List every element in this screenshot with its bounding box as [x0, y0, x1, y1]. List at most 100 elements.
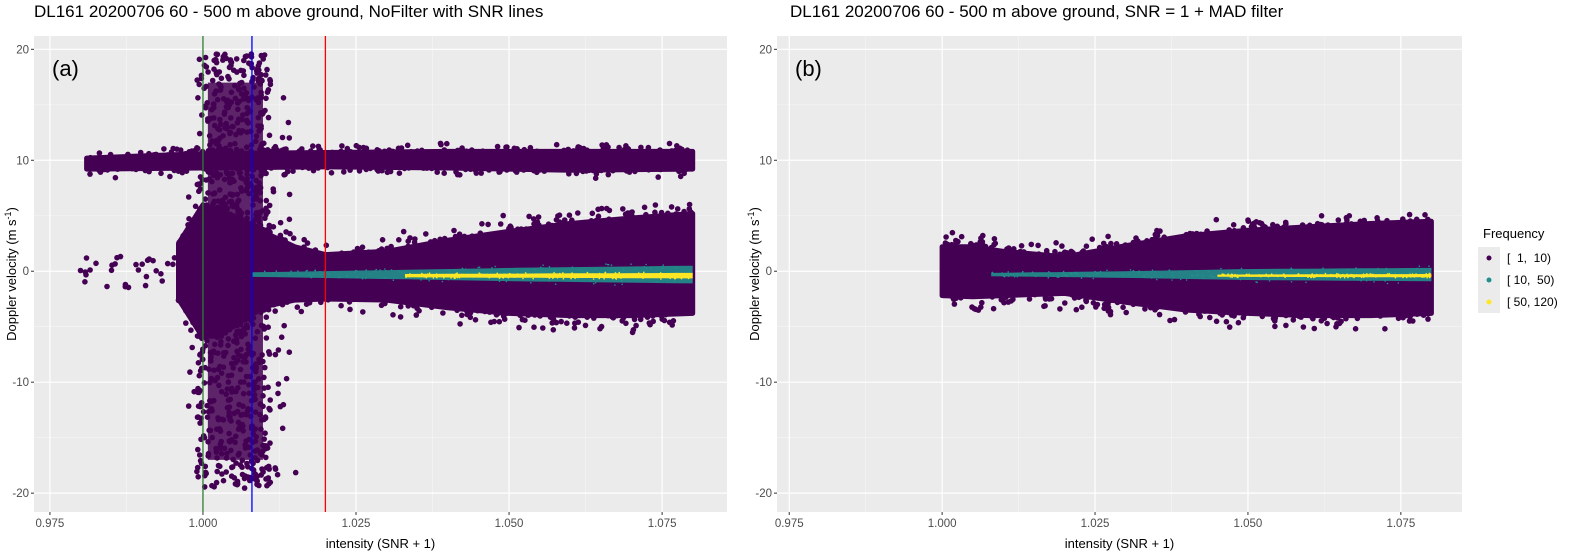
data-point-band-10 [281, 172, 287, 178]
x-axis-label: intensity (SNR + 1) [326, 536, 435, 551]
data-point-yellow-band [1423, 276, 1425, 278]
data-point-teal-band [288, 273, 290, 275]
data-point-yellow-band [1226, 275, 1229, 277]
data-point-band-10 [600, 147, 607, 153]
data-point-yellow-band [1326, 275, 1328, 278]
data-point-teal-band [1122, 274, 1125, 276]
data-point-yellow-band [571, 276, 573, 278]
data-point-yellow-band [450, 277, 452, 279]
data-point-yellow-band [478, 272, 481, 275]
data-point-band-10 [338, 148, 344, 155]
data-point-yellow-band [586, 271, 589, 274]
data-point-yellow-band [548, 277, 551, 279]
data-point-column-outlier [239, 464, 245, 471]
data-point-band-10 [381, 148, 388, 155]
data-point-yellow-band [1340, 275, 1343, 278]
data-point-yellow-band [680, 275, 683, 278]
data-point-teal-band [1428, 265, 1430, 268]
data-point-band-10 [129, 165, 136, 172]
data-point-column [283, 229, 289, 235]
data-point-main-cluster [1274, 223, 1281, 230]
data-point-yellow-band [634, 274, 637, 277]
data-point-teal-band [346, 275, 348, 277]
data-point-main-cluster [1420, 312, 1427, 319]
data-point-column-outlier [192, 273, 199, 280]
data-point-teal-band [1360, 280, 1362, 282]
data-point-yellow-band [668, 273, 671, 276]
data-point-column [213, 70, 220, 76]
data-point-teal-band [1171, 274, 1174, 277]
data-point-teal-band [278, 274, 280, 277]
data-point-main-cluster [647, 321, 653, 328]
data-point-column [194, 293, 200, 300]
data-point-band-10 [438, 141, 444, 148]
data-point-main-cluster [536, 222, 542, 228]
data-point-column-outlier [187, 369, 193, 375]
data-point-yellow-band [1324, 275, 1326, 277]
data-point-main-cluster [1120, 304, 1126, 311]
data-point-column [262, 430, 268, 437]
data-point-band-10 [645, 167, 652, 173]
data-point-band-10 [520, 167, 527, 173]
data-point-teal-band [1064, 274, 1066, 276]
data-point-main-cluster [1018, 243, 1025, 249]
data-point-main-cluster [496, 310, 502, 316]
data-point-yellow-band [1343, 276, 1346, 279]
data-point-band-10 [408, 148, 414, 155]
data-point-main-cluster [1377, 313, 1384, 319]
data-point-teal-band [1322, 267, 1324, 270]
data-point-column [267, 397, 274, 403]
data-point-yellow-band [1310, 276, 1312, 279]
data-point-band-10 [480, 148, 486, 154]
data-point-band-10 [684, 147, 691, 153]
data-point-yellow-band [1304, 274, 1306, 277]
data-point-band-10 [339, 143, 345, 149]
data-point-main-cluster [575, 210, 581, 216]
data-point-main-cluster [1142, 306, 1148, 312]
data-point-main-cluster [1299, 222, 1306, 228]
data-point-yellow-band [587, 273, 590, 276]
data-point-column [266, 222, 273, 229]
data-point-main-cluster [1144, 238, 1150, 244]
data-point-teal-band [1052, 275, 1054, 277]
data-point-yellow-band [507, 276, 510, 279]
data-point-yellow-band [1363, 276, 1365, 279]
data-point-main-cluster [531, 324, 537, 331]
data-point-yellow-band [1237, 276, 1239, 278]
data-point-main-cluster [1183, 231, 1190, 238]
data-point-teal-band [542, 267, 544, 269]
data-point-main-cluster [588, 218, 595, 224]
data-point-column [262, 414, 269, 420]
data-point-band-10 [454, 171, 461, 178]
y-tick-label: 10 [16, 155, 29, 167]
data-point-band-10 [463, 148, 470, 154]
data-point-main-cluster [306, 300, 313, 306]
data-point-outlier [133, 261, 139, 268]
data-point-band-10 [360, 144, 367, 151]
data-point-teal-band [1047, 276, 1050, 279]
data-point-yellow-band [660, 278, 662, 280]
data-point-column-outlier [207, 115, 214, 122]
data-point-column [242, 53, 249, 60]
data-point-yellow-band [660, 275, 663, 277]
data-point-column [202, 54, 209, 61]
data-point-main-cluster [1382, 326, 1388, 332]
data-point-main-cluster [1079, 304, 1085, 311]
data-point-band-10 [623, 143, 629, 149]
data-point-yellow-band [1426, 277, 1428, 279]
data-point-yellow-band [553, 272, 555, 274]
data-point-band-10 [375, 168, 382, 174]
data-point-yellow-band [1258, 274, 1260, 276]
data-point-yellow-band [1411, 273, 1414, 276]
data-point-teal-band [1355, 267, 1357, 269]
data-point-main-cluster [620, 206, 626, 212]
data-point-yellow-band [428, 272, 431, 275]
data-point-yellow-band [1353, 274, 1355, 277]
data-point-column-outlier [280, 95, 287, 101]
data-point-band-10 [434, 169, 441, 175]
data-point-main-cluster [1334, 315, 1341, 321]
data-point-band-10 [367, 165, 374, 172]
data-point-main-cluster [668, 204, 675, 210]
data-point-column [270, 188, 277, 195]
data-point-main-cluster [1318, 213, 1325, 219]
